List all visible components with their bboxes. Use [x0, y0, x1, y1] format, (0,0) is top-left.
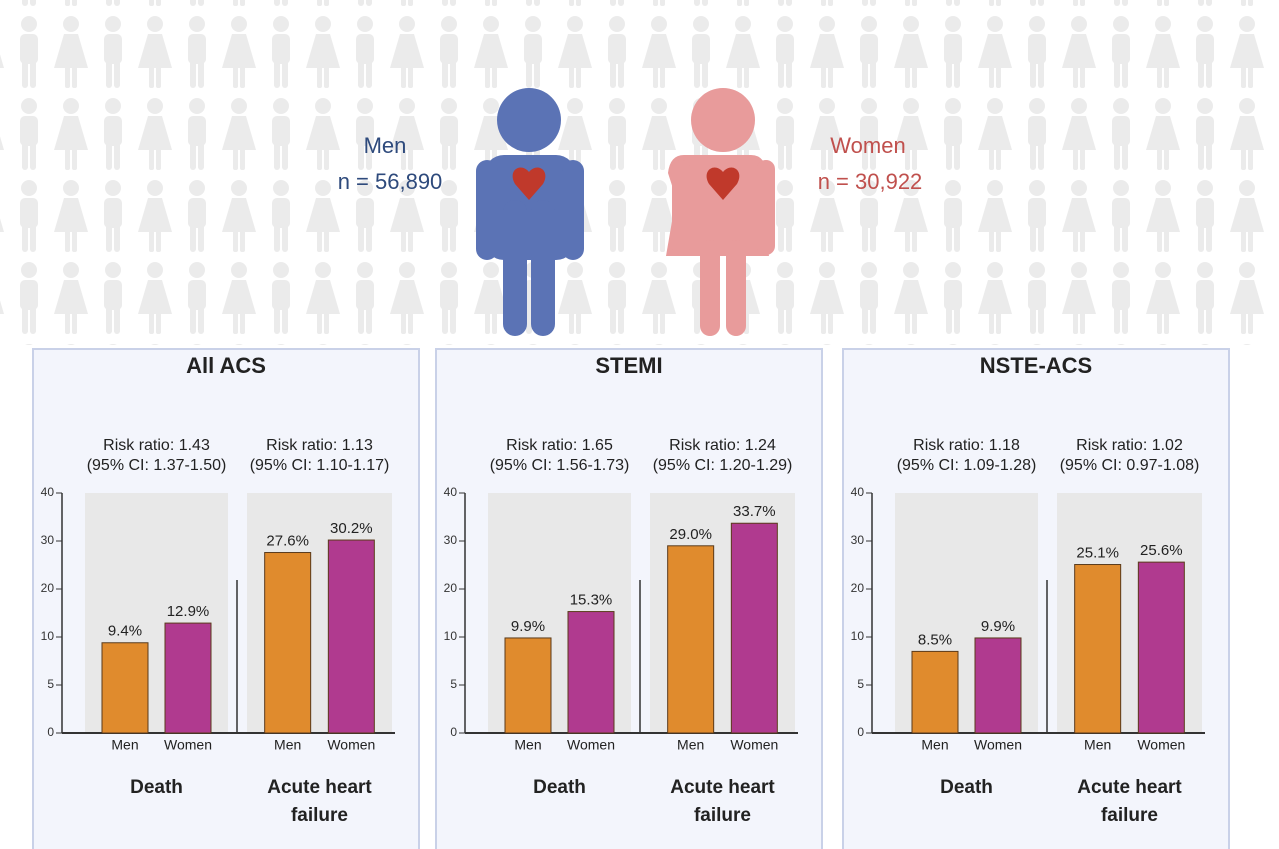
men-label: Men — [364, 133, 407, 158]
bar — [975, 638, 1021, 733]
people-background — [0, 0, 1279, 345]
page: Men n = 56,890 Women n = 30,922 All ACS 0… — [0, 0, 1279, 849]
y-tick-label: 20 — [444, 581, 458, 595]
bar — [912, 651, 958, 733]
y-tick-label: 5 — [857, 677, 864, 691]
infographic: Men n = 56,890 Women n = 30,922 All ACS 0… — [0, 0, 1279, 849]
y-tick-label: 20 — [41, 581, 55, 595]
category-label-box: Death — [485, 774, 635, 834]
category-label: Acute heart failure — [648, 774, 798, 830]
y-tick-label: 40 — [444, 485, 458, 499]
data-label: 33.7% — [733, 503, 776, 520]
y-tick-label: 5 — [450, 677, 457, 691]
category-label: Death — [485, 774, 635, 802]
y-tick-label: 30 — [444, 533, 458, 547]
risk-ratio-annotation: (95% CI: 1.10-1.17) — [250, 457, 390, 474]
y-tick-label: 40 — [851, 485, 865, 499]
category-label-box: Death — [82, 774, 232, 834]
bar-series-label: Women — [730, 737, 778, 753]
data-label: 9.9% — [511, 618, 545, 635]
risk-ratio-annotation: Risk ratio: 1.18 — [913, 437, 1020, 454]
data-label: 25.6% — [1140, 542, 1183, 559]
bar-series-label: Men — [514, 737, 541, 753]
bar — [568, 612, 614, 733]
risk-ratio-annotation: (95% CI: 1.37-1.50) — [87, 457, 227, 474]
risk-ratio-annotation: Risk ratio: 1.43 — [103, 437, 210, 454]
y-tick-label: 0 — [47, 725, 54, 739]
bar-series-label: Men — [677, 737, 704, 753]
y-tick-label: 5 — [47, 677, 54, 691]
category-label: Acute heart failure — [245, 774, 395, 830]
y-tick-label: 30 — [851, 533, 865, 547]
chart-title: STEMI — [595, 353, 662, 378]
category-label-box: Acute heart failure — [1055, 774, 1205, 834]
risk-ratio-annotation: Risk ratio: 1.24 — [669, 437, 776, 454]
data-label: 15.3% — [570, 592, 613, 609]
data-label: 9.4% — [108, 623, 142, 640]
data-label: 30.2% — [330, 520, 373, 537]
risk-ratio-annotation: Risk ratio: 1.65 — [506, 437, 613, 454]
category-label-box: Acute heart failure — [245, 774, 395, 834]
risk-ratio-annotation: Risk ratio: 1.02 — [1076, 437, 1183, 454]
category-label: Death — [892, 774, 1042, 802]
bar — [165, 623, 211, 733]
data-label: 29.0% — [669, 526, 712, 543]
data-label: 12.9% — [167, 603, 210, 620]
category-label: Death — [82, 774, 232, 802]
bar-series-label: Women — [327, 737, 375, 753]
women-count: n = 30,922 — [818, 169, 923, 194]
bar — [265, 553, 311, 733]
risk-ratio-annotation: (95% CI: 0.97-1.08) — [1060, 457, 1200, 474]
data-label: 27.6% — [266, 532, 309, 549]
bar — [1075, 565, 1121, 733]
bar — [102, 643, 148, 733]
y-tick-label: 30 — [41, 533, 55, 547]
bar — [328, 540, 374, 733]
data-label: 8.5% — [918, 631, 952, 648]
bar — [731, 523, 777, 733]
risk-ratio-annotation: (95% CI: 1.20-1.29) — [653, 457, 793, 474]
data-label: 9.9% — [981, 618, 1015, 635]
bar-series-label: Men — [1084, 737, 1111, 753]
risk-ratio-annotation: (95% CI: 1.09-1.28) — [897, 457, 1037, 474]
bar-series-label: Men — [921, 737, 948, 753]
bar-series-label: Women — [974, 737, 1022, 753]
category-label-box: Death — [892, 774, 1042, 834]
risk-ratio-annotation: Risk ratio: 1.13 — [266, 437, 373, 454]
y-tick-label: 0 — [857, 725, 864, 739]
bar — [668, 546, 714, 733]
y-tick-label: 10 — [41, 629, 55, 643]
y-tick-label: 20 — [851, 581, 865, 595]
data-label: 25.1% — [1076, 544, 1119, 561]
y-tick-label: 0 — [450, 725, 457, 739]
men-count: n = 56,890 — [338, 169, 443, 194]
bar — [505, 638, 551, 733]
chart-title: NSTE-ACS — [980, 353, 1092, 378]
category-label-box: Acute heart failure — [648, 774, 798, 834]
bar-series-label: Men — [274, 737, 301, 753]
y-tick-label: 40 — [41, 485, 55, 499]
bar-series-label: Men — [111, 737, 138, 753]
y-tick-label: 10 — [444, 629, 458, 643]
risk-ratio-annotation: (95% CI: 1.56-1.73) — [490, 457, 630, 474]
bar-series-label: Women — [1137, 737, 1185, 753]
bar-series-label: Women — [164, 737, 212, 753]
women-label: Women — [830, 133, 905, 158]
bar — [1138, 562, 1184, 733]
bar-series-label: Women — [567, 737, 615, 753]
chart-title: All ACS — [186, 353, 266, 378]
category-label: Acute heart failure — [1055, 774, 1205, 830]
y-tick-label: 10 — [851, 629, 865, 643]
